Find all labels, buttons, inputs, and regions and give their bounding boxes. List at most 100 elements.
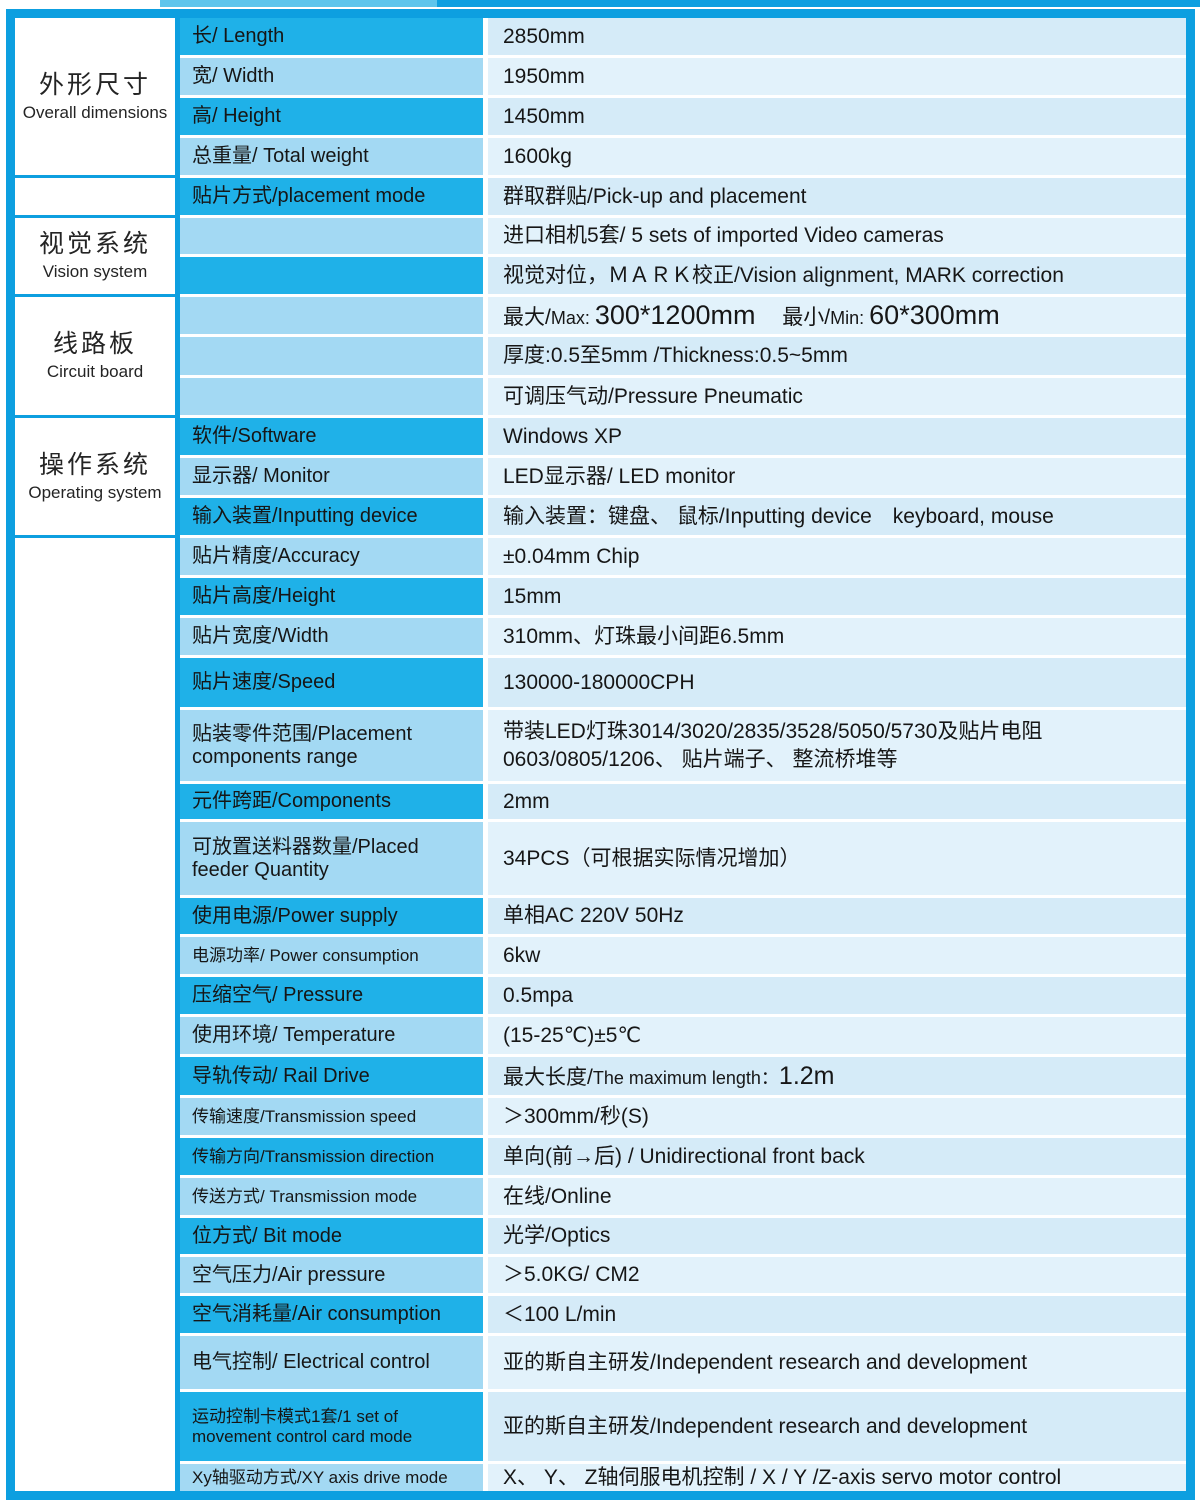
param-value-cell: 2850mm — [488, 18, 1186, 55]
param-value-cell: ＜100 L/min — [488, 1296, 1186, 1333]
param-value-cell: 单向(前→后) / Unidirectional front back — [488, 1138, 1186, 1175]
param-label-cell: 传输速度/Transmission speed — [180, 1098, 483, 1135]
param-label-cell: 传输方向/Transmission direction — [180, 1138, 483, 1175]
param-label: 宽/ Width — [192, 65, 275, 87]
param-value: 34PCS（可根据实际情况增加） — [503, 846, 801, 870]
spec-row: 贴片高度/Height 15mm — [180, 578, 1186, 615]
spec-row: Xy轴驱动方式/XY axis drive mode X、 Y、 Z轴伺服电机控制… — [180, 1464, 1186, 1491]
param-label-cell: 显示器/ Monitor — [180, 458, 483, 495]
param-label-cell — [180, 337, 483, 375]
param-value: 2850mm — [503, 24, 585, 48]
top-strip-light-segment — [160, 0, 437, 7]
param-value-cell: 最大长度/The maximum length：1.2m — [488, 1057, 1186, 1095]
param-label-cell: 贴片高度/Height — [180, 578, 483, 615]
param-value: LED显示器/ LED monitor — [503, 464, 736, 488]
param-value: 厚度:0.5至5mm /Thickness:0.5~5mm — [503, 344, 848, 368]
spec-row: 软件/Software Windows XP — [180, 418, 1186, 455]
spec-row: 位方式/ Bit mode 光学/Optics — [180, 1218, 1186, 1254]
spec-row: 传送方式/ Transmission mode 在线/Online — [180, 1178, 1186, 1215]
param-value: 最大/Max: 300*1200mm 最小/Min: 60*300mm — [503, 298, 1000, 333]
param-label-cell: 导轨传动/ Rail Drive — [180, 1057, 483, 1095]
param-label: 贴片精度/Accuracy — [192, 545, 360, 567]
param-value: 1950mm — [503, 64, 585, 88]
param-label-cell: 电源功率/ Power consumption — [180, 937, 483, 974]
param-value-cell: ＞300mm/秒(S) — [488, 1098, 1186, 1135]
param-label: 传输方向/Transmission direction — [192, 1146, 435, 1166]
param-label: 贴片宽度/Width — [192, 625, 329, 647]
spec-row: 传输速度/Transmission speed ＞300mm/秒(S) — [180, 1098, 1186, 1135]
param-value: (15-25℃)±5℃ — [503, 1023, 642, 1047]
param-label: 贴片方式/placement mode — [192, 185, 426, 207]
param-value: 单向(前→后) / Unidirectional front back — [503, 1144, 865, 1168]
param-value: 带装LED灯珠3014/3020/2835/3528/5050/5730及贴片电… — [503, 720, 1043, 771]
param-label: 空气消耗量/Air consumption — [192, 1303, 441, 1325]
spec-row: 可调压气动/Pressure Pneumatic — [180, 378, 1186, 415]
param-value-cell: ±0.04mm Chip — [488, 538, 1186, 575]
param-label: 总重量/ Total weight — [192, 145, 369, 167]
param-label-cell: 压缩空气/ Pressure — [180, 977, 483, 1014]
param-value-cell: 0.5mpa — [488, 977, 1186, 1014]
top-strip-dark-segment — [437, 0, 1200, 7]
param-value-cell: 带装LED灯珠3014/3020/2835/3528/5050/5730及贴片电… — [488, 710, 1186, 781]
param-label: Xy轴驱动方式/XY axis drive mode — [192, 1467, 448, 1487]
param-value-cell: 2mm — [488, 784, 1186, 819]
spec-row: 压缩空气/ Pressure 0.5mpa — [180, 977, 1186, 1014]
param-label: 运动控制卡模式1套/1 set of movement control card… — [192, 1406, 413, 1446]
param-value: 输入装置：键盘、 鼠标/Inputting device keyboard, m… — [503, 504, 1054, 528]
spec-row: 宽/ Width 1950mm — [180, 58, 1186, 95]
param-label: 传输速度/Transmission speed — [192, 1106, 417, 1126]
param-label-cell: 贴片宽度/Width — [180, 618, 483, 655]
spec-rows: 长/ Length 2850mm 宽/ Width 1950mm 高/ Height 14… — [180, 18, 1186, 1491]
param-label-cell: 总重量/ Total weight — [180, 138, 483, 175]
param-label: 长/ Length — [192, 25, 285, 47]
param-value: ＞300mm/秒(S) — [503, 1104, 649, 1128]
param-label: 显示器/ Monitor — [192, 465, 330, 487]
spec-row: 高/ Height 1450mm — [180, 98, 1186, 135]
param-value: 130000-180000CPH — [503, 670, 695, 694]
spec-row: 电气控制/ Electrical control 亚的斯自主研发/Independ… — [180, 1336, 1186, 1389]
param-label: 贴片高度/Height — [192, 585, 336, 607]
param-label: 电源功率/ Power consumption — [192, 945, 419, 965]
spec-row: 最大/Max: 300*1200mm 最小/Min: 60*300mm — [180, 297, 1186, 334]
param-label-cell: 贴装零件范围/Placement components range — [180, 710, 483, 781]
spec-row: 贴片精度/Accuracy ±0.04mm Chip — [180, 538, 1186, 575]
param-value: X、 Y、 Z轴伺服电机控制 / X / Y /Z-axis servo mot… — [503, 1465, 1062, 1489]
spec-row: 长/ Length 2850mm — [180, 18, 1186, 55]
spec-row: 总重量/ Total weight 1600kg — [180, 138, 1186, 175]
param-label: 压缩空气/ Pressure — [192, 984, 364, 1006]
param-value: Windows XP — [503, 424, 623, 448]
param-label-cell: 位方式/ Bit mode — [180, 1218, 483, 1254]
param-label-cell: 使用电源/Power supply — [180, 898, 483, 934]
rail-group-title-en: Operating system — [28, 482, 162, 502]
rail-group-title-zh: 外形尺寸 — [38, 70, 151, 99]
param-value: 亚的斯自主研发/Independent research and develop… — [503, 1414, 1028, 1438]
top-strip — [160, 0, 1200, 7]
param-label: 可放置送料器数量/Placed feeder Quantity — [192, 835, 419, 881]
param-value-cell: 视觉对位，ＭＡＲＫ校正/Vision alignment, MARK corre… — [488, 257, 1186, 294]
param-value-cell: (15-25℃)±5℃ — [488, 1017, 1186, 1054]
rail-group-title-zh: 视觉系统 — [38, 230, 151, 259]
param-label: 导轨传动/ Rail Drive — [192, 1064, 370, 1087]
spec-row: 可放置送料器数量/Placed feeder Quantity 34PCS（可根据… — [180, 822, 1186, 895]
spec-row: 贴片方式/placement mode 群取群贴/Pick-up and plac… — [180, 178, 1186, 215]
param-label: 使用电源/Power supply — [192, 904, 398, 927]
param-label: 位方式/ Bit mode — [192, 1224, 343, 1247]
param-value-cell: 34PCS（可根据实际情况增加） — [488, 822, 1186, 895]
param-label-cell: 贴片方式/placement mode — [180, 178, 483, 215]
rail-group-4: 线路板 Circuit board — [15, 297, 175, 415]
spec-row: 空气压力/Air pressure ＞5.0KG/ CM2 — [180, 1257, 1186, 1293]
param-label-cell: 高/ Height — [180, 98, 483, 135]
param-label-cell — [180, 378, 483, 415]
param-label-cell: 贴片精度/Accuracy — [180, 538, 483, 575]
category-rail: 外形尺寸 Overall dimensions 视觉系统 Vision system 线… — [15, 18, 180, 1491]
param-value-cell: 1950mm — [488, 58, 1186, 95]
rail-group-empty — [15, 178, 175, 215]
param-label: 使用环境/ Temperature — [192, 1024, 396, 1046]
spec-row: 输入装置/Inputting device 输入装置：键盘、 鼠标/Inputti… — [180, 498, 1186, 535]
param-value: 视觉对位，ＭＡＲＫ校正/Vision alignment, MARK corre… — [503, 263, 1064, 287]
param-label-cell: 软件/Software — [180, 418, 483, 455]
param-value-cell: 单相AC 220V 50Hz — [488, 898, 1186, 934]
param-value-cell: 最大/Max: 300*1200mm 最小/Min: 60*300mm — [488, 297, 1186, 334]
param-label: 元件跨距/Components — [192, 790, 391, 812]
